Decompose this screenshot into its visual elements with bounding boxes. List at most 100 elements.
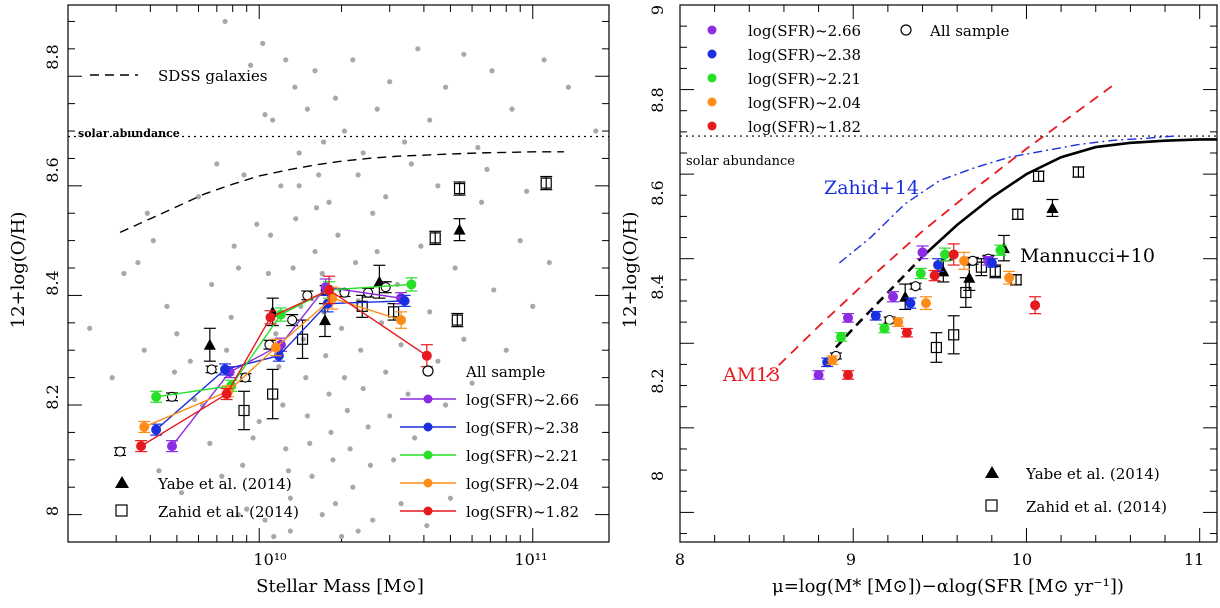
- sdss-galaxy-point: [287, 495, 293, 501]
- sdss-galaxy-point: [332, 95, 339, 101]
- left-zahid-point: [267, 388, 279, 400]
- sdss-galaxy-point: [316, 172, 322, 178]
- sdss-galaxy-point: [347, 446, 353, 452]
- sdss-galaxy-point: [207, 440, 213, 446]
- right-sfr-1.82-point: [1030, 300, 1041, 311]
- sdss-galaxy-point: [398, 501, 404, 507]
- right-sfr-2.66-point: [813, 369, 824, 380]
- left-legend-sfr-2.21-label: log(SFR)~2.21: [466, 447, 579, 465]
- right-x-tick-10: 10: [1012, 550, 1032, 569]
- sdss-galaxy-point: [87, 325, 93, 331]
- sdss-galaxy-point: [541, 57, 547, 63]
- sdss-galaxy-point: [335, 232, 341, 238]
- right-sfr-2.04-point: [920, 298, 931, 309]
- right-sfr-2.04-point: [827, 355, 838, 366]
- sdss-galaxy-point: [293, 216, 299, 222]
- sdss-galaxy-point: [235, 265, 242, 271]
- zahid14-relation-line: [838, 135, 1174, 264]
- sdss-galaxy-point: [338, 533, 345, 540]
- left-sfr-1.82-point: [324, 284, 335, 295]
- right-legend-sfr-2.21-marker: [707, 73, 717, 83]
- left-legend-sfr-2.38: log(SFR)~2.38: [400, 419, 579, 437]
- left-sfr-2.04-point: [139, 421, 150, 432]
- left-yabe-point: [203, 338, 216, 350]
- right-legend-sfr-2.66-marker: [707, 25, 717, 35]
- sdss-galaxy-point: [461, 336, 467, 342]
- left-sfr-2.04-point: [396, 315, 407, 326]
- right-x-tick-8: 8: [675, 550, 685, 569]
- sdss-galaxy-point: [244, 506, 250, 512]
- sdss-galaxy-point: [214, 161, 220, 167]
- right-legend-sfr-2.21-label: log(SFR)~2.21: [748, 70, 861, 88]
- right-panel: solar abundance Zahid+14 Mannucci+10 AM1…: [620, 4, 1218, 597]
- sdss-galaxy-point: [374, 248, 380, 255]
- am13-relation-line: [765, 84, 1114, 378]
- sdss-galaxy-point: [360, 385, 366, 392]
- left-zahid-point: [296, 333, 309, 345]
- right-legend-sfr-2.38-label: log(SFR)~2.38: [748, 46, 861, 64]
- sdss-galaxy-point: [323, 353, 329, 359]
- sdss-galaxy-point: [330, 457, 336, 463]
- sdss-galaxy-point: [367, 462, 374, 468]
- left-yabe-point: [453, 223, 466, 235]
- sdss-galaxy-point: [283, 446, 289, 452]
- right-sfr-2.21-point: [995, 245, 1006, 256]
- left-legend-sfr-1.82-label: log(SFR)~1.82: [466, 503, 579, 521]
- left-x-axis-label: Stellar Mass [M⊙]: [256, 576, 424, 597]
- sdss-galaxy-point: [209, 281, 215, 288]
- sdss-galaxy-point: [312, 248, 318, 255]
- left-sfr-1.82-point: [421, 350, 432, 361]
- sdss-galaxy-point: [219, 473, 225, 479]
- left-legend-yabe-marker: [115, 476, 129, 488]
- left-sdss-points: [87, 18, 599, 540]
- sdss-galaxy-point: [222, 18, 228, 25]
- sdss-galaxy-point: [280, 402, 286, 408]
- left-legend-sfr-2.04-marker: [423, 478, 433, 488]
- sdss-galaxy-point: [195, 194, 202, 200]
- sdss-galaxy-point: [424, 522, 430, 529]
- sdss-galaxy-point: [370, 210, 376, 216]
- right-sfr-2.38-point: [870, 310, 881, 321]
- sdss-galaxy-point: [469, 380, 475, 386]
- sdss-galaxy-point: [452, 265, 458, 271]
- left-legend-zahid-label: Zahid et al. (2014): [158, 503, 299, 521]
- sdss-galaxy-point: [328, 429, 334, 436]
- sdss-galaxy-point: [491, 287, 497, 293]
- left-sfr-2.21-point: [151, 391, 162, 402]
- sdss-galaxy-point: [332, 501, 339, 507]
- right-zahid-point: [1032, 170, 1045, 182]
- right-yabe-point: [1046, 201, 1059, 213]
- left-legend-sfr-2.38-marker: [423, 422, 433, 432]
- sdss-galaxy-point: [223, 347, 230, 353]
- sdss-galaxy-point: [231, 243, 237, 249]
- left-solar-label: solar abundance: [78, 127, 180, 140]
- sdss-galaxy-point: [312, 68, 318, 74]
- sdss-galaxy-point: [174, 331, 180, 337]
- left-sfr-2.38-point: [151, 424, 162, 435]
- right-legend-yabe-label: Yabe et al. (2014): [1025, 465, 1160, 483]
- sdss-galaxy-point: [370, 517, 376, 523]
- sdss-galaxy-point: [435, 358, 441, 364]
- sdss-galaxy-point: [254, 221, 260, 227]
- sdss-galaxy-point: [374, 106, 380, 112]
- sdss-galaxy-point: [338, 325, 345, 331]
- right-sfr-2.66-point: [917, 247, 928, 258]
- sdss-galaxy-point: [394, 281, 400, 288]
- sdss-galaxy-point: [228, 314, 234, 320]
- right-solar-label: solar abundance: [686, 154, 795, 169]
- right-sfr-2.38-point: [986, 257, 997, 268]
- left-legend-all-marker: [422, 365, 434, 377]
- sdss-galaxy-point: [296, 183, 302, 189]
- right-legend-sfr-1.82-label: log(SFR)~1.82: [748, 118, 861, 136]
- left-legend-sfr-2.04-label: log(SFR)~2.04: [466, 475, 579, 493]
- left-zahid-point: [451, 314, 463, 326]
- sdss-galaxy-point: [270, 117, 276, 123]
- left-zahid-point: [238, 404, 250, 417]
- sdss-galaxy-point: [408, 161, 414, 167]
- sdss-galaxy-point: [355, 528, 361, 534]
- sdss-galaxy-point: [241, 172, 247, 178]
- sdss-galaxy-point: [304, 106, 310, 112]
- right-sfr-1.82-point: [901, 327, 912, 338]
- left-sfr-1.82-point: [265, 312, 276, 323]
